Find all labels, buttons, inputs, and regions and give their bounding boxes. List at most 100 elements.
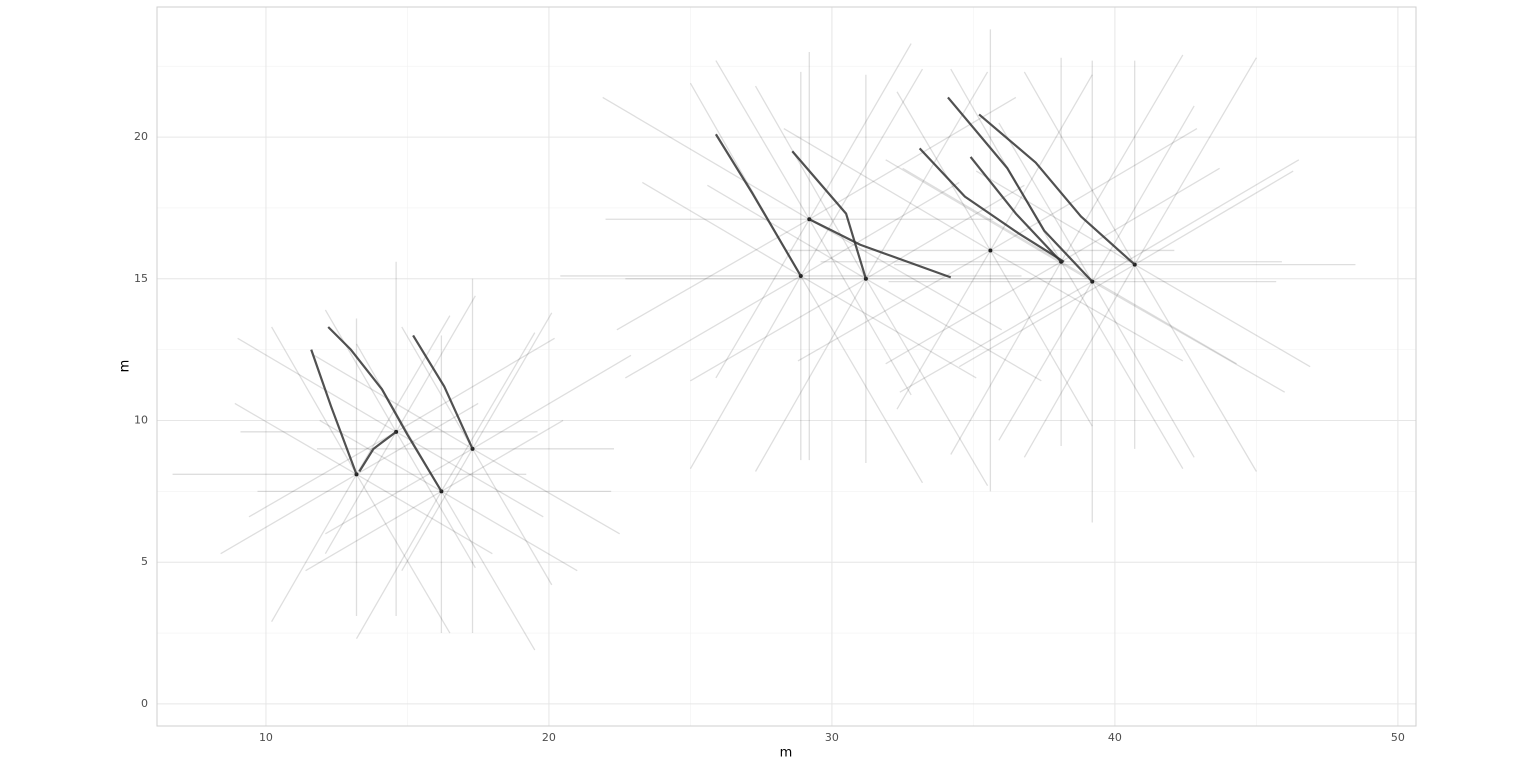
trunk-line [808,218,952,279]
ray [441,419,564,492]
ray [325,448,473,535]
ray [234,402,357,475]
ray [800,181,960,277]
ray [248,431,397,518]
ray [865,71,989,280]
ray [865,278,989,487]
ray [958,264,1136,368]
ray [808,96,1017,220]
ray [356,473,493,555]
ray [401,448,474,572]
ray [355,491,442,640]
x-axis-title: m [780,746,793,761]
ray [401,326,474,450]
ray [1023,71,1136,265]
ray [885,159,1093,283]
ray [472,448,621,535]
trunk-line [969,156,1062,263]
ray [602,96,810,220]
ray [1134,57,1257,265]
ray [707,184,867,280]
ray [1091,281,1286,393]
trunk-line [714,133,802,277]
ray [754,85,867,280]
ray [998,122,1093,282]
ray [754,278,867,472]
trunk-line [918,147,1065,263]
ray [356,402,479,475]
ray [950,261,1062,455]
y-axis-title: m [118,360,133,373]
ray [808,43,912,220]
ray [1091,281,1195,458]
ray [975,170,1136,266]
ray [689,275,802,469]
ray [625,275,802,379]
ray [395,295,476,433]
rays [172,29,1356,651]
ray [305,490,442,572]
ray [800,275,924,484]
ray [690,278,867,382]
ray [899,281,1093,393]
ray [989,250,1093,427]
ray [395,431,544,518]
ray [440,332,536,492]
ray [1023,264,1136,458]
ray [271,474,358,623]
ray [715,60,810,220]
ray [1060,54,1184,263]
ray [237,337,397,433]
y-tick-label: 10 [134,413,148,426]
ray [395,431,476,569]
trunk-line [978,113,1136,266]
ray [355,315,451,475]
ray [865,184,1025,280]
trunk-line [412,334,474,450]
ray [800,275,977,379]
ray [1134,264,1311,368]
grid [157,7,1416,726]
ray [797,249,991,362]
center [988,248,993,253]
ray [472,354,632,450]
x-tick-label: 20 [542,731,556,744]
ray [990,128,1198,252]
ray [896,250,991,410]
ray [220,473,357,555]
ray [324,309,397,433]
ray [1134,170,1294,266]
ray [324,431,397,555]
ray [641,181,802,277]
ray [471,312,553,450]
ray [1134,264,1257,472]
ray [1091,105,1195,282]
ray [616,218,810,331]
ray [313,354,473,450]
ray [896,91,991,251]
ray [990,249,1184,362]
y-tick-label: 20 [134,130,148,143]
trunk-line [358,430,397,473]
y-tick-label: 15 [134,272,148,285]
x-tick-label: 10 [259,731,273,744]
trunk-line [327,326,443,492]
ray [989,74,1093,251]
ray [1091,159,1300,283]
ray [808,218,912,396]
x-tick-label: 40 [1108,731,1122,744]
ray [355,474,451,634]
ray [1060,167,1220,263]
ray [715,218,810,379]
ray [800,68,924,277]
trunk-line [310,349,358,475]
ray [395,337,555,433]
ray [441,490,578,572]
ray [783,128,991,252]
ray [319,419,442,492]
ray [998,281,1093,441]
panel-border [156,6,1417,727]
ray [471,448,553,586]
ray [440,491,536,651]
